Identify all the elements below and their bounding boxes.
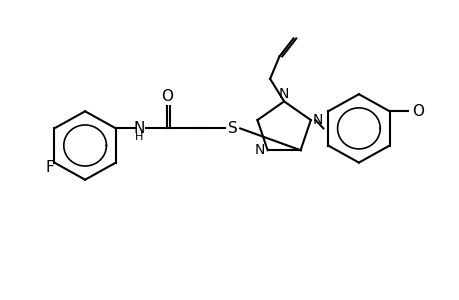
Text: N: N xyxy=(313,113,323,127)
Text: N: N xyxy=(254,143,265,157)
Text: O: O xyxy=(411,104,423,119)
Text: O: O xyxy=(161,89,173,104)
Text: H: H xyxy=(135,132,143,142)
Text: F: F xyxy=(45,160,54,175)
Text: S: S xyxy=(227,121,237,136)
Text: N: N xyxy=(278,87,289,101)
Text: N: N xyxy=(133,121,145,136)
